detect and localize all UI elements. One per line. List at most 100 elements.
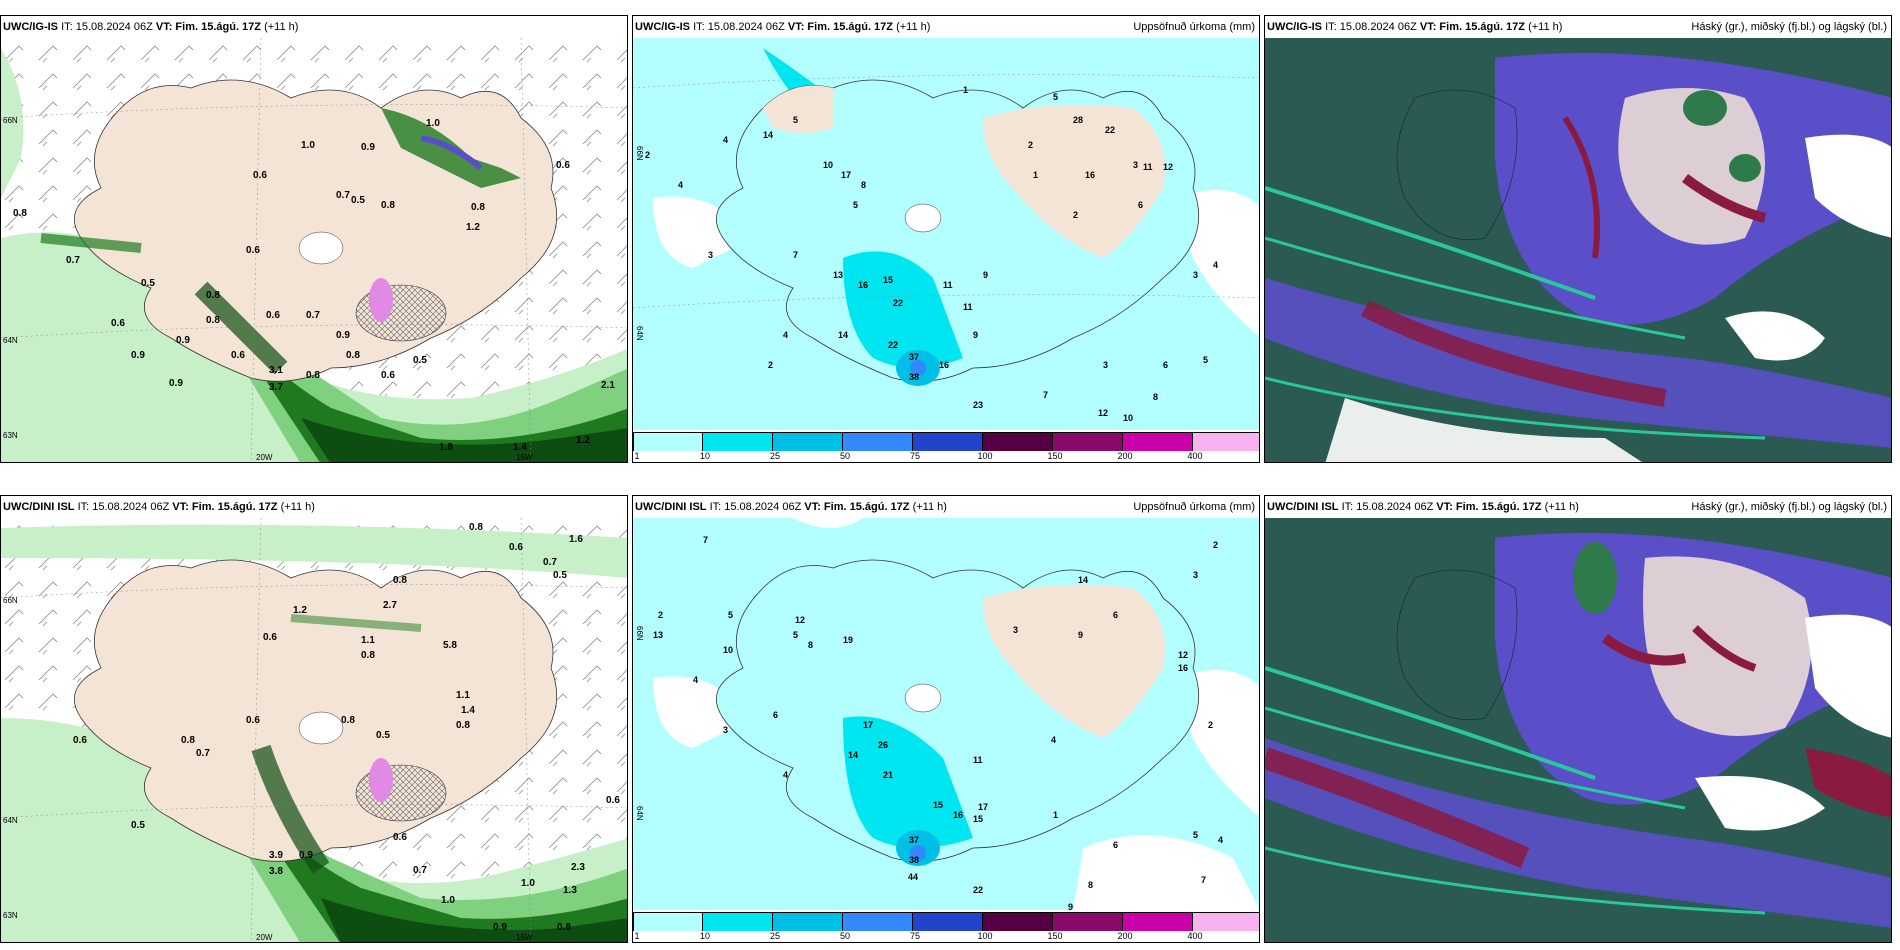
value-label: 0.8 bbox=[469, 522, 483, 533]
value-label: 17 bbox=[863, 720, 873, 730]
lat-label: 64N bbox=[635, 806, 644, 821]
value-label: 3.1 bbox=[269, 365, 283, 376]
accum-values: 7 2 4 5 3 6 5 10 8 12 19 17 14 4 26 21 1… bbox=[653, 535, 1223, 920]
value-label: 22 bbox=[893, 298, 903, 308]
value-label: 0.6 bbox=[381, 370, 395, 381]
colorbar-tick: 400 bbox=[1187, 451, 1203, 461]
colorbar-swatch bbox=[1123, 913, 1193, 931]
colorbar-tick: 10 bbox=[699, 931, 711, 941]
colorbar-swatch bbox=[633, 913, 703, 931]
value-label: 2.7 bbox=[383, 600, 397, 611]
value-label: 22 bbox=[888, 340, 898, 350]
value-label: 1.0 bbox=[521, 878, 535, 889]
lat-label: 63N bbox=[3, 431, 18, 440]
panel-wind-precip-dini: UWC/DINI ISL IT: 15.08.2024 06Z VT: Fim.… bbox=[0, 495, 628, 943]
colorbar-tick: 150 bbox=[1047, 451, 1063, 461]
value-label: 16 bbox=[953, 810, 963, 820]
colorbar-tick: 400 bbox=[1187, 931, 1203, 941]
colorbar-swatch bbox=[1053, 433, 1123, 451]
value-label: 0.6 bbox=[111, 318, 125, 329]
field-description: Uppsöfnuð úrkoma (mm) bbox=[1133, 21, 1255, 33]
colorbar-swatch bbox=[703, 913, 773, 931]
colorbar-tick: 100 bbox=[977, 931, 993, 941]
panel-title: UWC/DINI ISL IT: 15.08.2024 06Z VT: Fim.… bbox=[633, 496, 1259, 518]
map-canvas: 20W 15W 66N 64N 63N 0.8 0.6 0.7 0.5 1.6 … bbox=[1, 518, 627, 942]
lat-label: 66N bbox=[3, 596, 18, 605]
value-label: 38 bbox=[909, 372, 919, 382]
value-label: 28 bbox=[1073, 115, 1083, 125]
value-label: 12 bbox=[1163, 162, 1173, 172]
initial-time: IT: 15.08.2024 06Z bbox=[693, 21, 785, 33]
value-label: 2 bbox=[1213, 540, 1218, 550]
value-label: 0.8 bbox=[181, 735, 195, 746]
precip-values: 0.8 0.6 0.7 0.5 1.6 0.8 0.6 1.2 2.7 1.1 … bbox=[73, 522, 620, 933]
value-label: 8 bbox=[1153, 392, 1158, 402]
value-label: 14 bbox=[848, 750, 858, 760]
colorbar-tick: 25 bbox=[769, 931, 781, 941]
colorbar-tick: 200 bbox=[1117, 451, 1133, 461]
value-label: 1 bbox=[963, 85, 968, 95]
value-label: 1.0 bbox=[441, 895, 455, 906]
lat-label: 66N bbox=[635, 146, 644, 161]
value-label: 0.8 bbox=[361, 650, 375, 661]
value-label: 0.8 bbox=[206, 315, 220, 326]
value-label: 5 bbox=[853, 200, 858, 210]
value-label: 3.9 bbox=[269, 850, 283, 861]
accum-values: 2 4 4 5 3 7 5 10 8 17 14 4 2 13 16 15 22… bbox=[645, 85, 1218, 423]
value-label: 2 bbox=[1028, 140, 1033, 150]
value-label: 2 bbox=[645, 150, 650, 160]
colorbar-segments bbox=[633, 912, 1259, 931]
map-canvas: 66N 64N 2 4 4 5 3 7 5 10 8 17 14 4 2 13 … bbox=[633, 38, 1259, 432]
value-label: 0.6 bbox=[246, 245, 260, 256]
colorbar-tick: 10 bbox=[699, 451, 711, 461]
value-label: 13 bbox=[653, 630, 663, 640]
lat-label: 64N bbox=[635, 326, 644, 341]
value-label: 16 bbox=[939, 360, 949, 370]
field-description: Uppsöfnuð úrkoma (mm) bbox=[1133, 501, 1255, 513]
value-label: 0.6 bbox=[246, 715, 260, 726]
colorbar: 1 10 25 50 75 100 150 200 400 bbox=[633, 910, 1259, 942]
valid-time-label: VT: bbox=[1436, 501, 1453, 513]
lat-label: 66N bbox=[635, 626, 644, 641]
value-label: 0.9 bbox=[169, 378, 183, 389]
model-name: UWC/IG-IS bbox=[3, 21, 58, 33]
lon-label: 15W bbox=[516, 933, 533, 942]
value-label: 17 bbox=[978, 802, 988, 812]
value-label: 0.7 bbox=[306, 310, 320, 321]
value-label: 1.4 bbox=[461, 705, 475, 716]
value-label: 15 bbox=[883, 275, 893, 285]
value-label: 6 bbox=[1138, 200, 1143, 210]
value-label: 9 bbox=[1078, 630, 1083, 640]
value-label: 0.6 bbox=[509, 542, 523, 553]
value-label: 6 bbox=[773, 710, 778, 720]
value-label: 0.9 bbox=[493, 922, 507, 933]
panel-clouds-ig: UWC/IG-IS IT: 15.08.2024 06Z VT: Fim. 15… bbox=[1264, 15, 1892, 463]
value-label: 0.8 bbox=[393, 575, 407, 586]
value-label: 4 bbox=[783, 770, 788, 780]
colorbar-tick: 200 bbox=[1117, 931, 1133, 941]
colorbar-segments bbox=[633, 432, 1259, 451]
value-label: 8 bbox=[808, 640, 813, 650]
initial-time: IT: 15.08.2024 06Z bbox=[709, 501, 802, 513]
map-canvas: 20W 15W 66N 64N 63N 0.8 0.6 1.0 1.0 0.9 … bbox=[1, 38, 627, 462]
lat-label: 63N bbox=[3, 911, 18, 920]
value-label: 15 bbox=[973, 814, 983, 824]
value-label: 11 bbox=[1143, 162, 1153, 172]
value-label: 11 bbox=[943, 280, 953, 290]
value-label: 0.8 bbox=[306, 370, 320, 381]
lead-time: (+11 h) bbox=[896, 21, 931, 33]
value-label: 10 bbox=[823, 160, 833, 170]
value-label: 0.5 bbox=[413, 355, 427, 366]
value-label: 1.8 bbox=[439, 442, 453, 453]
value-label: 0.9 bbox=[176, 335, 190, 346]
colorbar-tick: 100 bbox=[977, 451, 993, 461]
colorbar: 1 10 25 50 75 100 150 200 400 bbox=[633, 430, 1259, 462]
value-label: 2 bbox=[1073, 210, 1078, 220]
value-label: 0.6 bbox=[556, 160, 570, 171]
model-name: UWC/DINI ISL bbox=[1267, 501, 1339, 513]
valid-time-label: VT: bbox=[804, 501, 821, 513]
value-label: 2.1 bbox=[601, 380, 615, 391]
value-label: 1.1 bbox=[456, 690, 470, 701]
lead-time: (+11 h) bbox=[1528, 21, 1563, 33]
panel-clouds-dini: UWC/DINI ISL IT: 15.08.2024 06Z VT: Fim.… bbox=[1264, 495, 1892, 943]
